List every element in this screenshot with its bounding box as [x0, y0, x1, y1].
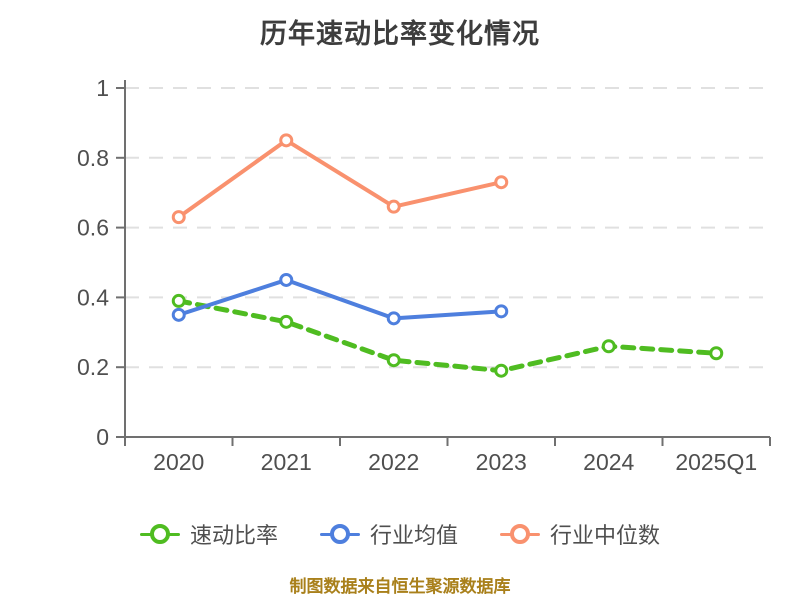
legend-item-2[interactable]: 行业中位数 — [500, 518, 660, 550]
series-marker-0 — [386, 353, 401, 368]
series-marker-1 — [494, 304, 509, 319]
series-marker-2 — [279, 133, 294, 148]
series-marker-1 — [279, 272, 294, 287]
x-tick-label: 2022 — [368, 449, 419, 475]
legend-label: 速动比率 — [189, 523, 278, 548]
chart-title: 历年速动比率变化情况 — [260, 19, 540, 49]
legend-item-0[interactable]: 速动比率 — [139, 518, 278, 550]
series-marker-1 — [386, 311, 401, 326]
legend-line-circle-icon — [500, 523, 540, 545]
y-tick-label: 1 — [96, 75, 109, 101]
series-marker-0 — [171, 293, 186, 308]
x-tick-label: 2023 — [476, 449, 527, 475]
legend-item-1[interactable]: 行业均值 — [319, 518, 458, 550]
series-marker-2 — [494, 175, 509, 190]
legend-line-circle-icon — [139, 523, 180, 545]
y-tick-label: 0 — [96, 424, 109, 450]
series-marker-2 — [386, 199, 401, 214]
y-tick-label: 0.2 — [77, 354, 109, 380]
series-marker-2 — [171, 210, 186, 225]
legend-label: 行业中位数 — [550, 523, 661, 548]
chart-legend: 速动比率 行业均值 行业中位数 — [0, 518, 800, 550]
y-tick-label: 0.4 — [77, 284, 109, 310]
series-line-0 — [176, 298, 719, 374]
series-marker-0 — [709, 346, 724, 361]
y-tick-label: 0.6 — [77, 215, 109, 241]
legend-line-circle-icon — [319, 523, 360, 545]
data-source-note: 制图数据来自恒生聚源数据库 — [289, 577, 511, 596]
series-marker-0 — [279, 314, 294, 329]
y-tick-label: 0.8 — [77, 145, 109, 171]
x-tick-label: 2020 — [153, 449, 204, 475]
series-marker-0 — [601, 339, 616, 354]
series-marker-0 — [494, 363, 509, 378]
x-tick-label: 2021 — [261, 449, 312, 475]
x-tick-label: 2025Q1 — [675, 449, 757, 475]
series-marker-1 — [171, 307, 186, 322]
series-line-1 — [176, 277, 504, 321]
chart-canvas: 0 0.2 0.4 0.6 0.8 1 2020 2021 2022 2023 2024 2025Q1 — [77, 75, 771, 475]
series-line-2 — [176, 138, 504, 220]
legend-label: 行业均值 — [369, 523, 458, 548]
x-tick-label: 2024 — [583, 449, 634, 475]
